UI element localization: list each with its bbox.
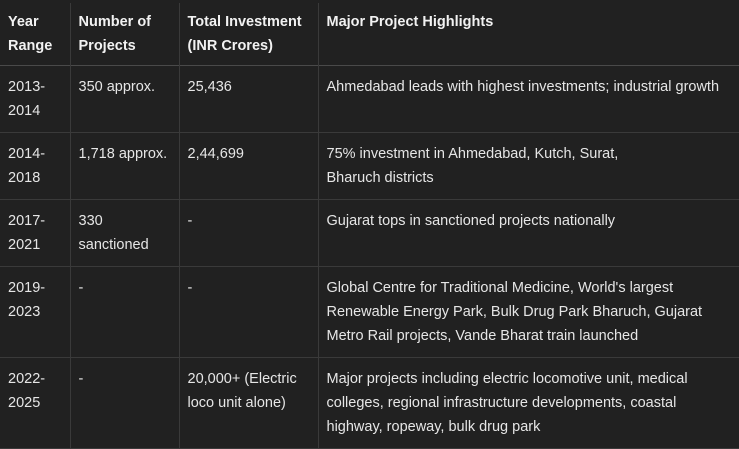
cell-highlights: Gujarat tops in sanctioned projects nati… (326, 213, 616, 229)
cell-year: 2022-2025 (0, 357, 71, 449)
cell-highlights: Major projects including electric locomo… (326, 371, 688, 435)
header-number-of-projects: Number of Projects (70, 3, 180, 66)
cell-year: 2014-2018 (0, 132, 71, 200)
cell-projects: 1,718 approx. (70, 132, 180, 200)
header-total-investment: Total Investment (INR Crores) (179, 3, 319, 66)
cell-highlights: 75% investment in Ahmedabad, Kutch, Sura… (326, 146, 619, 186)
cell-highlights: Ahmedabad leads with highest investments… (326, 79, 720, 95)
projects-table-container: Year Range Number of Projects Total Inve… (0, 3, 739, 449)
cell-investment: - (179, 266, 319, 358)
table-header-row: Year Range Number of Projects Total Inve… (0, 3, 739, 66)
projects-table: Year Range Number of Projects Total Inve… (0, 3, 739, 449)
table-row: 2014-2018 1,718 approx. 2,44,699 75% inv… (0, 132, 739, 200)
cell-highlights: Global Centre for Traditional Medicine, … (326, 280, 703, 344)
table-row: 2013-2014 350 approx. 25,436 Ahmedabad l… (0, 65, 739, 133)
cell-year: 2017-2021 (0, 199, 71, 267)
cell-projects: - (70, 357, 180, 449)
header-major-highlights: Major Project Highlights (326, 14, 494, 30)
cell-investment: 2,44,699 (179, 132, 319, 200)
cell-investment: - (179, 199, 319, 267)
cell-projects: 350 approx. (70, 65, 180, 133)
cell-projects: 330 sanctioned (70, 199, 180, 267)
table-row: 2017-2021 330 sanctioned - Gujarat tops … (0, 199, 739, 267)
cell-year: 2013-2014 (0, 65, 71, 133)
cell-projects: - (70, 266, 180, 358)
cell-investment: 20,000+ (Electric loco unit alone) (179, 357, 319, 449)
table-row: 2022-2025 - 20,000+ (Electric loco unit … (0, 357, 739, 449)
cell-investment: 25,436 (179, 65, 319, 133)
header-year-range: Year Range (0, 3, 71, 66)
cell-year: 2019-2023 (0, 266, 71, 358)
table-row: 2019-2023 - - Global Centre for Traditio… (0, 266, 739, 358)
